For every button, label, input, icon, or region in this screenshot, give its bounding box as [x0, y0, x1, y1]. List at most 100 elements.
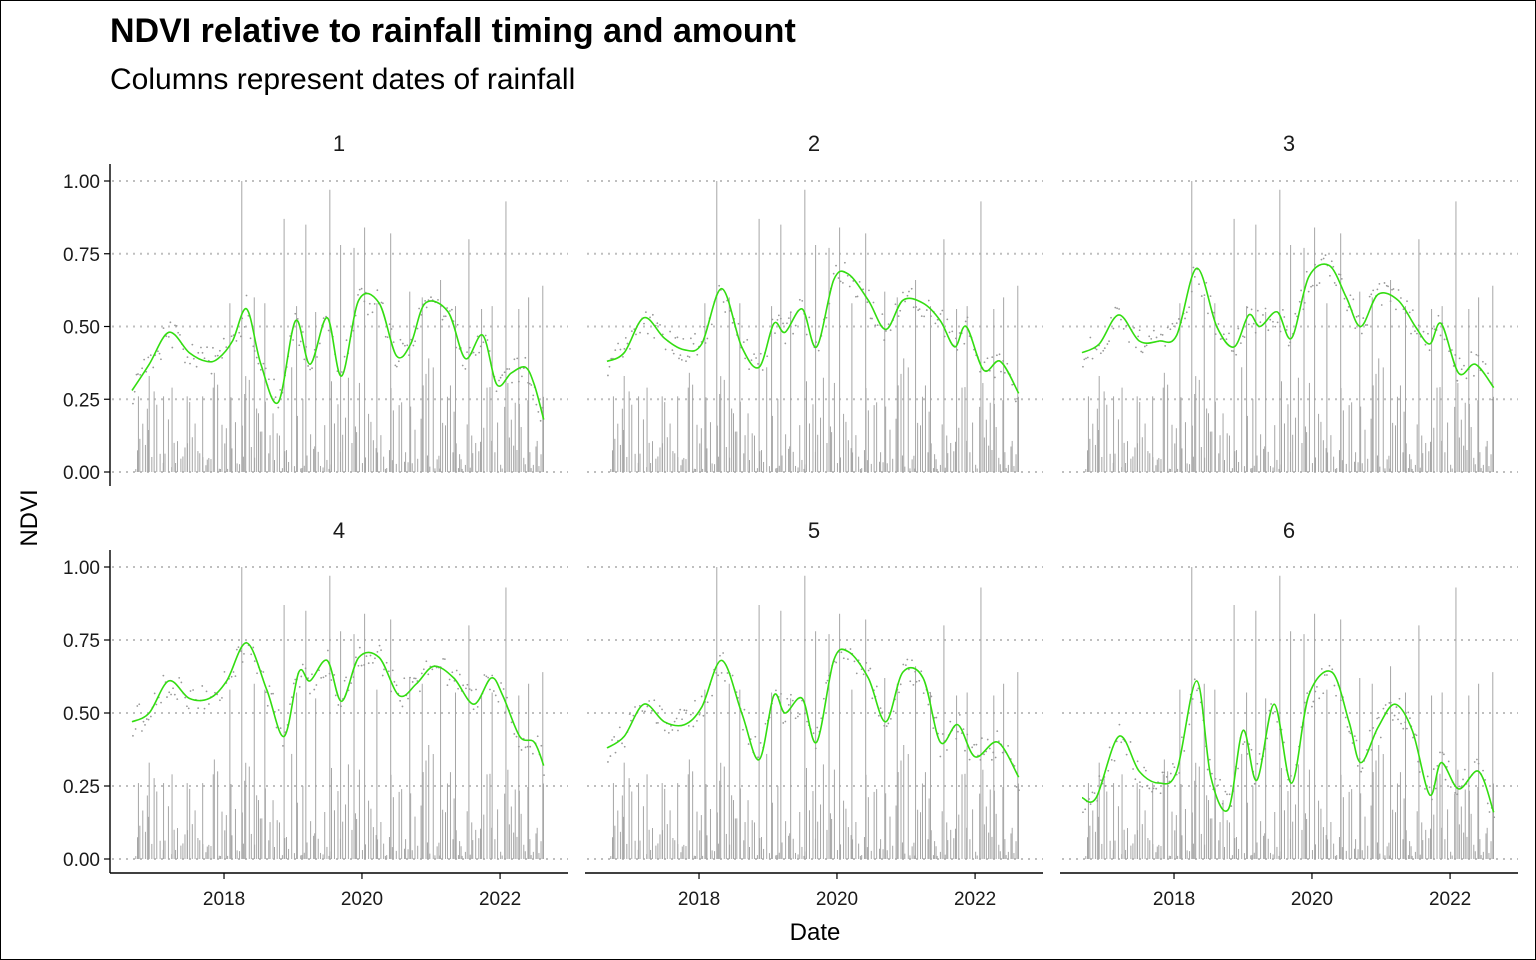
ndvi-point	[892, 710, 895, 713]
y-tick-label: 0.25	[63, 390, 100, 411]
ndvi-point	[1160, 333, 1162, 336]
ndvi-point	[1011, 383, 1014, 386]
ndvi-point	[1411, 309, 1414, 312]
ndvi-point	[1219, 338, 1222, 341]
ndvi-point	[993, 376, 996, 379]
ndvi-point	[543, 774, 545, 777]
rainfall-columns	[1085, 181, 1495, 472]
ndvi-point	[1418, 771, 1421, 773]
ndvi-point	[621, 742, 623, 745]
ndvi-point	[221, 697, 223, 699]
ndvi-point	[1214, 333, 1217, 336]
ndvi-point	[1118, 723, 1121, 726]
ndvi-point	[628, 713, 631, 715]
ndvi-point	[992, 751, 995, 754]
ndvi-point	[1385, 284, 1388, 287]
ndvi-point	[1150, 337, 1153, 340]
ndvi-point	[659, 323, 661, 326]
ndvi-point	[949, 720, 952, 723]
ndvi-point	[1213, 311, 1215, 314]
ndvi-point	[530, 384, 533, 386]
ndvi-point	[677, 729, 679, 732]
ndvi-point	[141, 730, 143, 732]
ndvi-point	[513, 733, 516, 735]
ndvi-point	[309, 368, 312, 371]
ndvi-point	[499, 376, 502, 379]
ndvi-point	[1259, 321, 1262, 324]
ndvi-point	[1407, 711, 1410, 714]
ndvi-point	[152, 366, 155, 369]
ndvi-point	[1082, 811, 1084, 814]
ndvi-point	[134, 728, 137, 730]
ndvi-point	[1426, 775, 1429, 778]
ndvi-point	[414, 677, 417, 680]
ndvi-point	[934, 322, 937, 325]
ndvi-point	[1134, 778, 1137, 781]
ndvi-point	[1486, 802, 1489, 805]
ndvi-point	[759, 352, 762, 355]
ndvi-point	[540, 744, 543, 747]
ndvi-point	[237, 646, 240, 649]
ndvi-point	[462, 684, 465, 687]
ndvi-point	[145, 370, 148, 373]
ndvi-point	[1358, 758, 1361, 760]
ndvi-point	[794, 324, 797, 327]
ndvi-point	[1242, 743, 1244, 746]
x-tick-label: 2022	[954, 889, 996, 910]
ndvi-point	[776, 318, 779, 321]
ndvi-point	[1221, 802, 1224, 805]
ndvi-points	[607, 648, 1020, 792]
ndvi-point	[1306, 692, 1309, 694]
ndvi-point	[1357, 315, 1360, 317]
ndvi-point	[1146, 784, 1149, 787]
ndvi-point	[498, 379, 500, 382]
ndvi-point	[1397, 289, 1400, 291]
ndvi-point	[803, 712, 806, 715]
ndvi-point	[1448, 350, 1450, 353]
ndvi-point	[847, 658, 849, 661]
ndvi-point	[478, 351, 481, 354]
ndvi-point	[902, 663, 905, 666]
ndvi-point	[399, 338, 402, 341]
ndvi-point	[865, 661, 868, 664]
ndvi-point	[853, 660, 856, 663]
ndvi-point	[1458, 785, 1461, 788]
ndvi-point	[1082, 365, 1084, 368]
ndvi-point	[1377, 716, 1380, 719]
ndvi-point	[1144, 769, 1147, 772]
ndvi-point	[502, 688, 505, 690]
ndvi-point	[610, 357, 613, 360]
ndvi-point	[658, 705, 661, 707]
ndvi-point	[182, 348, 185, 351]
ndvi-point	[240, 335, 242, 338]
ndvi-point	[737, 322, 740, 325]
ndvi-point	[1310, 285, 1312, 288]
ndvi-point	[1086, 356, 1089, 359]
ndvi-point	[706, 337, 709, 340]
ndvi-point	[849, 648, 852, 650]
chart-subtitle: Columns represent dates of rainfall	[110, 63, 576, 96]
ndvi-point	[747, 743, 750, 745]
ndvi-point	[449, 310, 451, 312]
ndvi-point	[918, 679, 921, 682]
ndvi-point	[1110, 758, 1113, 761]
ndvi-point	[1141, 785, 1144, 788]
ndvi-point	[1191, 698, 1194, 700]
ndvi-point	[1171, 322, 1174, 325]
ndvi-point	[941, 733, 944, 735]
ndvi-point	[801, 299, 804, 302]
ndvi-point	[956, 348, 959, 351]
ndvi-point	[200, 346, 202, 349]
ndvi-point	[1320, 258, 1323, 261]
ndvi-point	[746, 338, 749, 341]
ndvi-point	[367, 662, 370, 665]
ndvi-point	[988, 747, 991, 750]
ndvi-point	[1210, 772, 1213, 775]
ndvi-point	[624, 336, 627, 339]
x-tick-label: 2020	[1291, 889, 1333, 910]
ndvi-point	[1430, 798, 1433, 801]
ndvi-point	[927, 703, 930, 706]
ndvi-point	[1136, 760, 1139, 763]
ndvi-point	[205, 690, 208, 693]
ndvi-point	[899, 683, 902, 686]
